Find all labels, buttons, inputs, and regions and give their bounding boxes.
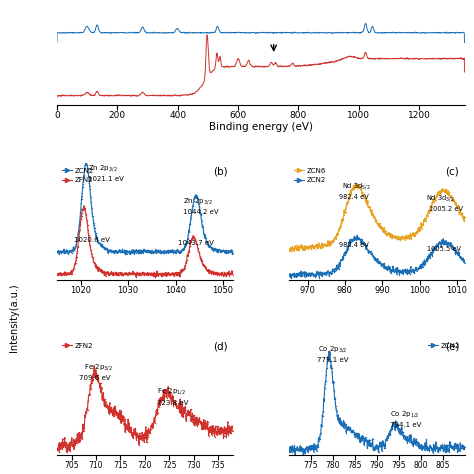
Text: (b): (b) — [213, 166, 228, 176]
Text: Zn 2p$_{3/2}$: Zn 2p$_{3/2}$ — [182, 197, 212, 207]
Text: 1020.6 eV: 1020.6 eV — [73, 237, 109, 243]
Text: 1021.1 eV: 1021.1 eV — [88, 176, 124, 182]
Text: Intensity(a.u.): Intensity(a.u.) — [9, 283, 19, 352]
Text: Nd 3d$_{3/2}$: Nd 3d$_{3/2}$ — [426, 194, 455, 204]
Text: (d): (d) — [213, 342, 228, 352]
Text: 1043.7 eV: 1043.7 eV — [178, 240, 214, 246]
Text: Zn 2p$_{3/2}$: Zn 2p$_{3/2}$ — [88, 164, 118, 174]
Text: 709.6 eV: 709.6 eV — [79, 375, 110, 382]
Text: (e): (e) — [445, 342, 459, 352]
Text: 982.4 eV: 982.4 eV — [339, 242, 369, 248]
Text: (c): (c) — [446, 166, 459, 176]
Text: 723.8 eV: 723.8 eV — [157, 400, 188, 406]
Text: 1005.2 eV: 1005.2 eV — [429, 206, 463, 212]
Text: 1044.2 eV: 1044.2 eV — [182, 210, 219, 215]
Legend: ZCN2, ZFN2: ZCN2, ZFN2 — [60, 166, 95, 185]
Text: 779.1 eV: 779.1 eV — [318, 356, 349, 363]
Text: Fe 2p$_{3/2}$: Fe 2p$_{3/2}$ — [84, 362, 113, 373]
Text: Nd 3d$_{5/2}$: Nd 3d$_{5/2}$ — [342, 182, 370, 192]
Text: 794.1 eV: 794.1 eV — [390, 422, 421, 428]
X-axis label: Binding energy (eV): Binding energy (eV) — [209, 122, 313, 132]
Legend: ZFN2: ZFN2 — [60, 341, 94, 350]
Legend: ZCN6, ZCN2: ZCN6, ZCN2 — [292, 166, 327, 185]
Text: 1005.5 eV: 1005.5 eV — [427, 246, 461, 252]
Text: 982.4 eV: 982.4 eV — [339, 194, 369, 200]
Text: Fe 2p$_{1/2}$: Fe 2p$_{1/2}$ — [157, 386, 186, 397]
Text: Co 2p$_{1/2}$: Co 2p$_{1/2}$ — [390, 410, 419, 420]
Text: Co 2p$_{3/2}$: Co 2p$_{3/2}$ — [318, 345, 347, 355]
Legend: ZCN2: ZCN2 — [427, 341, 461, 350]
